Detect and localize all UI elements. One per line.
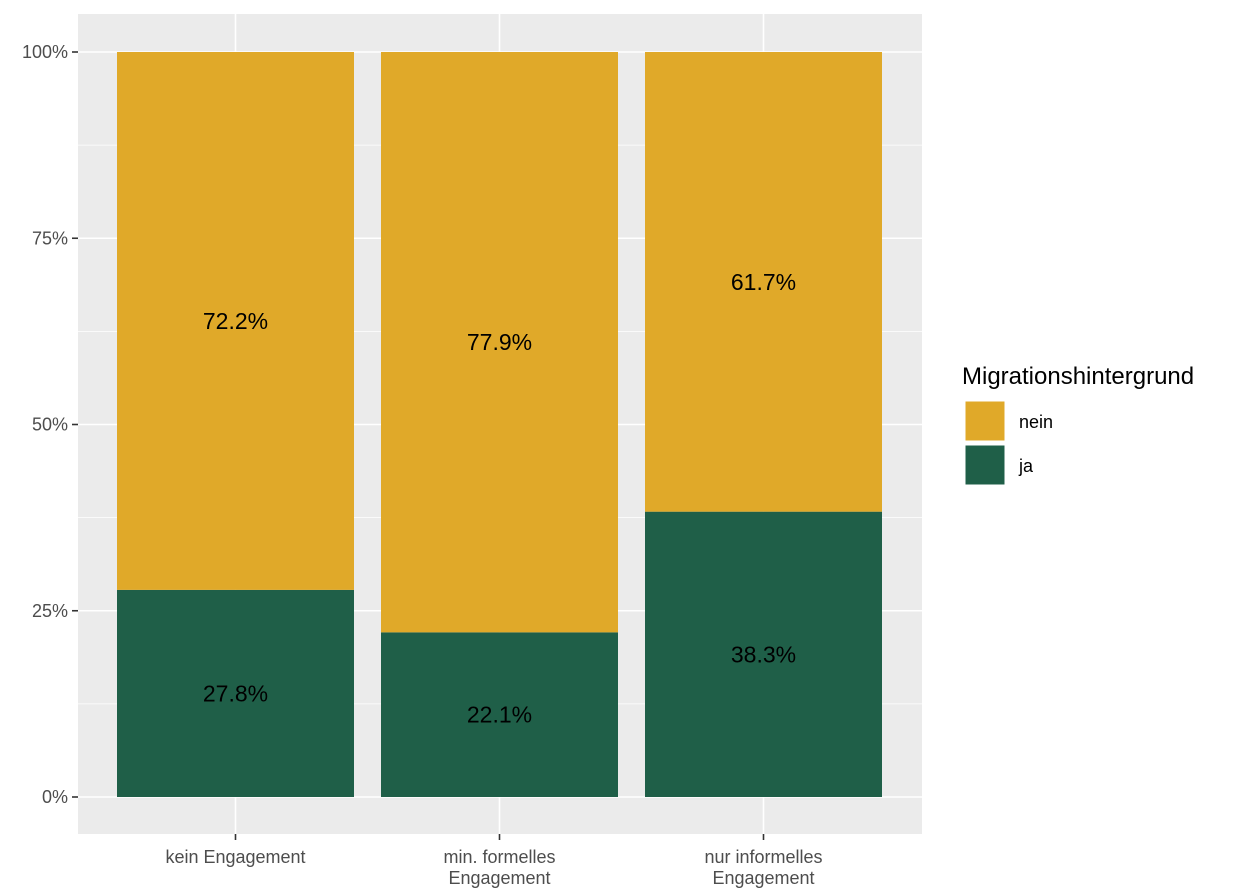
x-tick-label-line: kein Engagement — [165, 847, 305, 867]
x-tick-label-line: Engagement — [712, 868, 814, 888]
x-tick-label-line: nur informelles — [704, 847, 822, 867]
y-tick-label: 100% — [22, 42, 68, 62]
legend: Migrationshintergrund nein ja — [962, 363, 1194, 486]
bar-value-label: 22.1% — [467, 702, 532, 728]
x-tick-label: kein Engagement — [165, 847, 305, 867]
y-tick-label: 0% — [42, 787, 68, 807]
legend-key-ja — [964, 444, 1006, 486]
legend-title: Migrationshintergrund — [962, 363, 1194, 390]
bar-value-label: 61.7% — [731, 269, 796, 295]
bar-value-label: 38.3% — [731, 641, 796, 667]
bars-layer — [117, 52, 882, 797]
x-tick-label: min. formelles Engagement — [443, 847, 555, 888]
bar-value-label: 72.2% — [203, 308, 268, 334]
bar-value-label: 77.9% — [467, 329, 532, 355]
bar-value-label: 27.8% — [203, 680, 268, 706]
bar-ja — [381, 632, 618, 797]
bar-labels-layer: 27.8% 72.2% 22.1% 77.9% 38.3% 61.7% — [203, 269, 796, 728]
x-tick-label: nur informelles Engagement — [704, 847, 822, 888]
bar-nein — [381, 52, 618, 633]
bar-nein — [117, 52, 354, 590]
y-tick-label: 25% — [32, 601, 68, 621]
legend-label-nein: nein — [1019, 412, 1053, 432]
bar-ja — [117, 589, 354, 797]
bar-ja — [645, 511, 882, 797]
x-tick-label-line: Engagement — [448, 868, 550, 888]
y-axis: 0% 25% 50% 75% 100% — [22, 42, 78, 807]
y-tick-label: 75% — [32, 228, 68, 248]
legend-label-ja: ja — [1018, 456, 1034, 476]
x-axis: kein Engagement min. formelles Engagementn… — [165, 834, 823, 888]
x-tick-label-line: min. formelles — [443, 847, 555, 867]
y-tick-label: 50% — [32, 415, 68, 435]
bar-nein — [645, 52, 882, 512]
legend-key-nein — [964, 400, 1006, 442]
